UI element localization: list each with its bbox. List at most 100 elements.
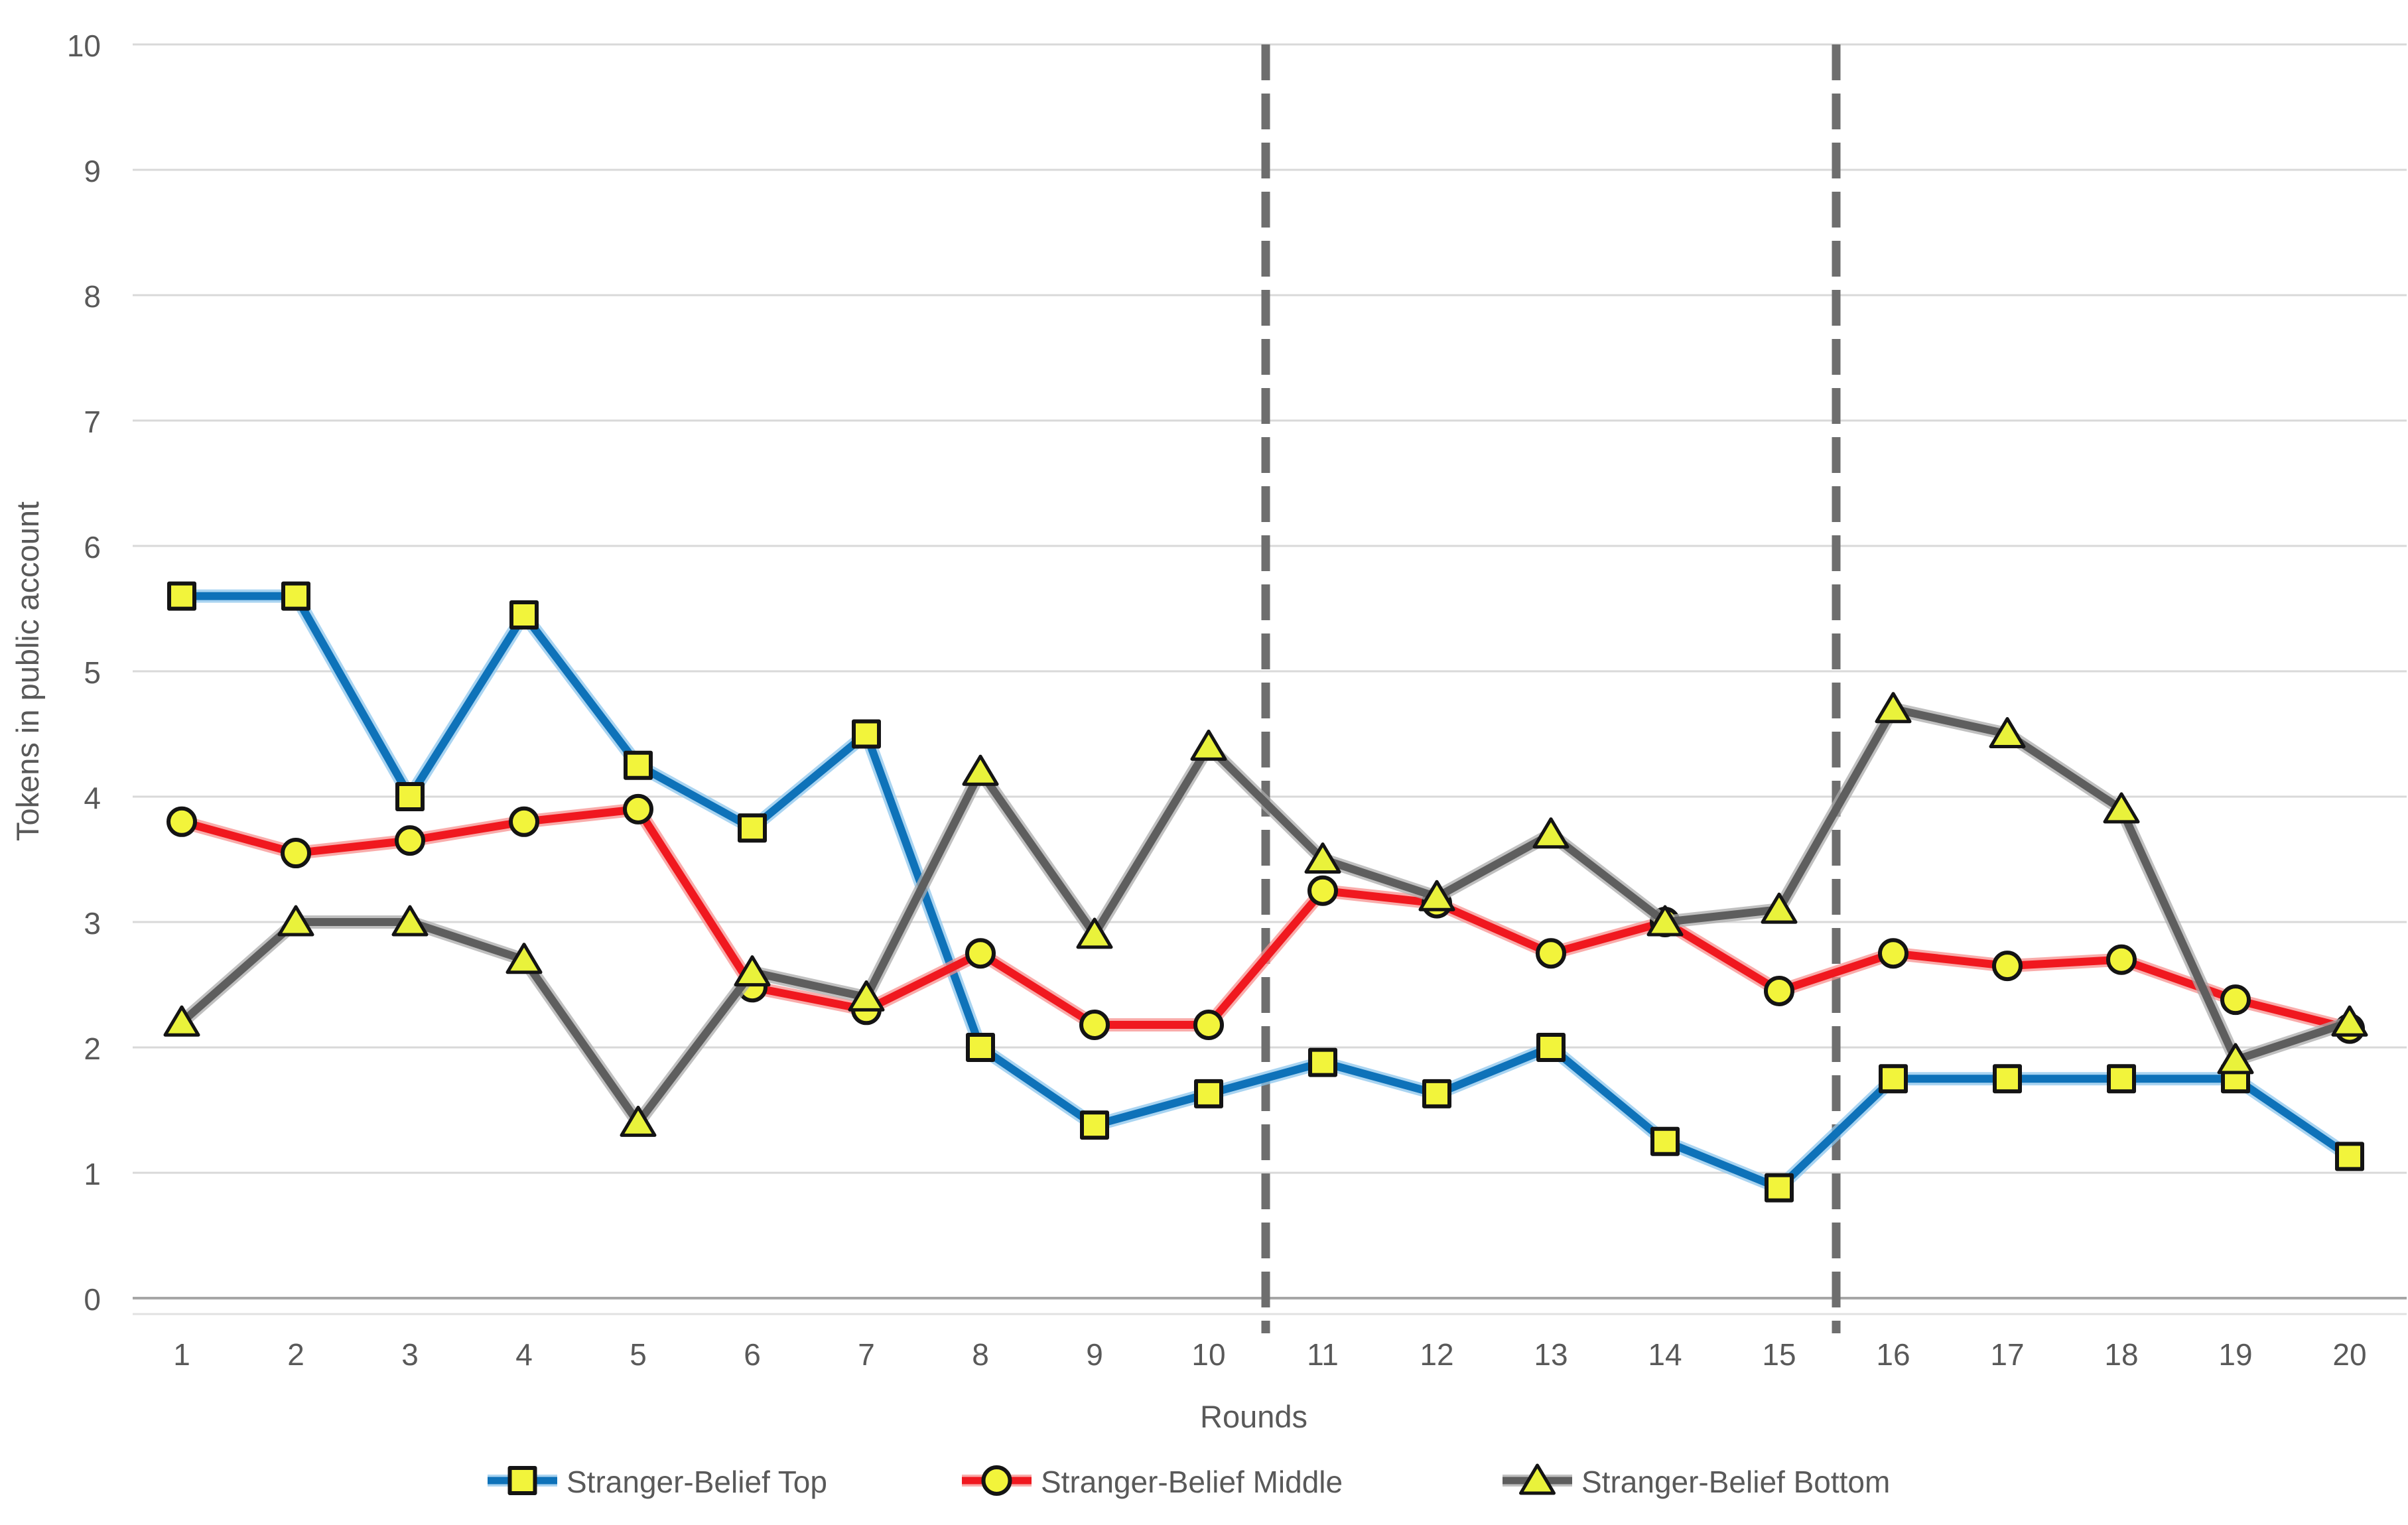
x-tick-label: 10 [1191, 1337, 1225, 1372]
y-tick-label: 4 [84, 781, 101, 815]
triangle-marker [620, 1105, 657, 1137]
triangle-marker [2103, 792, 2140, 824]
circle-marker [1307, 875, 1338, 906]
x-tick-label: 18 [2104, 1337, 2138, 1372]
y-tick-label: 1 [84, 1157, 101, 1191]
series-line [178, 592, 2354, 1192]
circle-marker [395, 825, 425, 856]
x-axis-title: Rounds [1200, 1399, 1307, 1434]
legend-label: Stranger-Belief Bottom [1581, 1465, 1890, 1499]
x-tick-label: 17 [1990, 1337, 2024, 1372]
series-line [178, 805, 2354, 1033]
legend-item-square: Stranger-Belief Top [488, 1465, 827, 1499]
legend-label: Stranger-Belief Top [567, 1465, 827, 1499]
series-line [178, 704, 2354, 1127]
y-tick-label: 9 [84, 154, 101, 188]
square-marker [1422, 1079, 1451, 1108]
triangle-marker [848, 980, 885, 1012]
x-tick-label: 19 [2218, 1337, 2252, 1372]
x-tick-label: 5 [630, 1337, 647, 1372]
legend-item-triangle: Stranger-Belief Bottom [1503, 1463, 1890, 1499]
x-tick-label: 8 [972, 1337, 989, 1372]
circle-marker [1536, 938, 1566, 969]
square-marker [1650, 1126, 1680, 1156]
triangle-marker [1076, 917, 1113, 949]
x-tick-label: 14 [1648, 1337, 1682, 1372]
x-tick-label: 9 [1086, 1337, 1103, 1372]
square-marker [167, 581, 196, 611]
triangle-marker [1646, 905, 1684, 937]
square-marker [1080, 1110, 1109, 1140]
triangle-marker [2331, 1005, 2368, 1037]
triangle-marker [391, 905, 429, 937]
square-marker [852, 719, 881, 749]
y-tick-label: 10 [67, 29, 101, 63]
x-tick-label: 16 [1876, 1337, 1910, 1372]
y-tick-label: 8 [84, 279, 101, 314]
legend-item-circle: Stranger-Belief Middle [962, 1465, 1343, 1499]
square-marker [738, 813, 767, 843]
y-axis-tick-labels: 0 1 2 3 4 5 6 7 8 9 10 [67, 29, 101, 1317]
triangle-marker [1761, 892, 1798, 924]
legend: Stranger-Belief Top Stranger-Belief Middl… [488, 1463, 1890, 1499]
x-tick-label: 12 [1420, 1337, 1453, 1372]
triangle-marker [277, 905, 314, 937]
square-marker [281, 581, 310, 611]
circle-marker [167, 806, 197, 837]
x-tick-label: 4 [515, 1337, 533, 1372]
circle-marker [965, 938, 996, 969]
x-tick-label: 15 [1762, 1337, 1796, 1372]
square-marker [966, 1033, 995, 1062]
circle-marker [1193, 1009, 1224, 1040]
square-marker [1879, 1064, 1908, 1094]
x-tick-label: 1 [173, 1337, 190, 1372]
triangle-marker [1519, 1463, 1556, 1495]
x-tick-label: 7 [858, 1337, 875, 1372]
triangle-marker [1989, 717, 2026, 748]
triangle-marker [163, 1005, 200, 1037]
circle-marker [1878, 938, 1908, 969]
series-plot-area [163, 581, 2368, 1203]
square-marker [509, 600, 539, 630]
x-tick-label: 3 [401, 1337, 419, 1372]
square-marker [1993, 1064, 2022, 1094]
triangle-marker [1418, 880, 1455, 911]
x-tick-label: 13 [1534, 1337, 1568, 1372]
x-tick-label: 11 [1307, 1337, 1339, 1372]
y-tick-label: 3 [84, 906, 101, 941]
triangle-marker [1532, 817, 1570, 849]
x-tick-label: 6 [744, 1337, 761, 1372]
circle-marker [1992, 951, 2023, 982]
square-marker [1308, 1047, 1337, 1077]
square-marker [1765, 1173, 1794, 1203]
triangle-marker [1190, 729, 1227, 761]
square-marker [395, 782, 425, 811]
square-marker [1194, 1079, 1223, 1108]
circle-marker [623, 793, 653, 825]
square-marker [1536, 1033, 1566, 1062]
legend-label: Stranger-Belief Middle [1041, 1465, 1343, 1499]
triangle-marker [734, 955, 771, 987]
triangle-marker [1304, 842, 1341, 874]
y-axis-title: Tokens in public account [10, 501, 45, 841]
circle-marker [981, 1465, 1012, 1496]
series-triangle [163, 692, 2368, 1137]
circle-marker [281, 838, 311, 869]
y-tick-label: 0 [84, 1282, 101, 1317]
triangle-marker [1875, 692, 1912, 724]
series-square [167, 581, 2364, 1203]
x-axis-tick-labels: 1 2 3 4 5 6 7 8 9 10 11 12 13 14 15 16 17 18 19 20 [173, 1337, 2366, 1372]
square-marker [2107, 1064, 2136, 1094]
x-tick-label: 20 [2332, 1337, 2366, 1372]
triangle-marker [962, 754, 999, 786]
triangle-marker [505, 943, 543, 974]
phase-divider-dashed-lines [1261, 44, 1841, 1333]
circle-marker [1079, 1009, 1110, 1040]
circle-marker [2220, 984, 2251, 1016]
square-marker [2335, 1142, 2364, 1171]
y-tick-label: 5 [84, 655, 101, 690]
circle-marker [509, 806, 539, 837]
square-marker [507, 1466, 537, 1495]
